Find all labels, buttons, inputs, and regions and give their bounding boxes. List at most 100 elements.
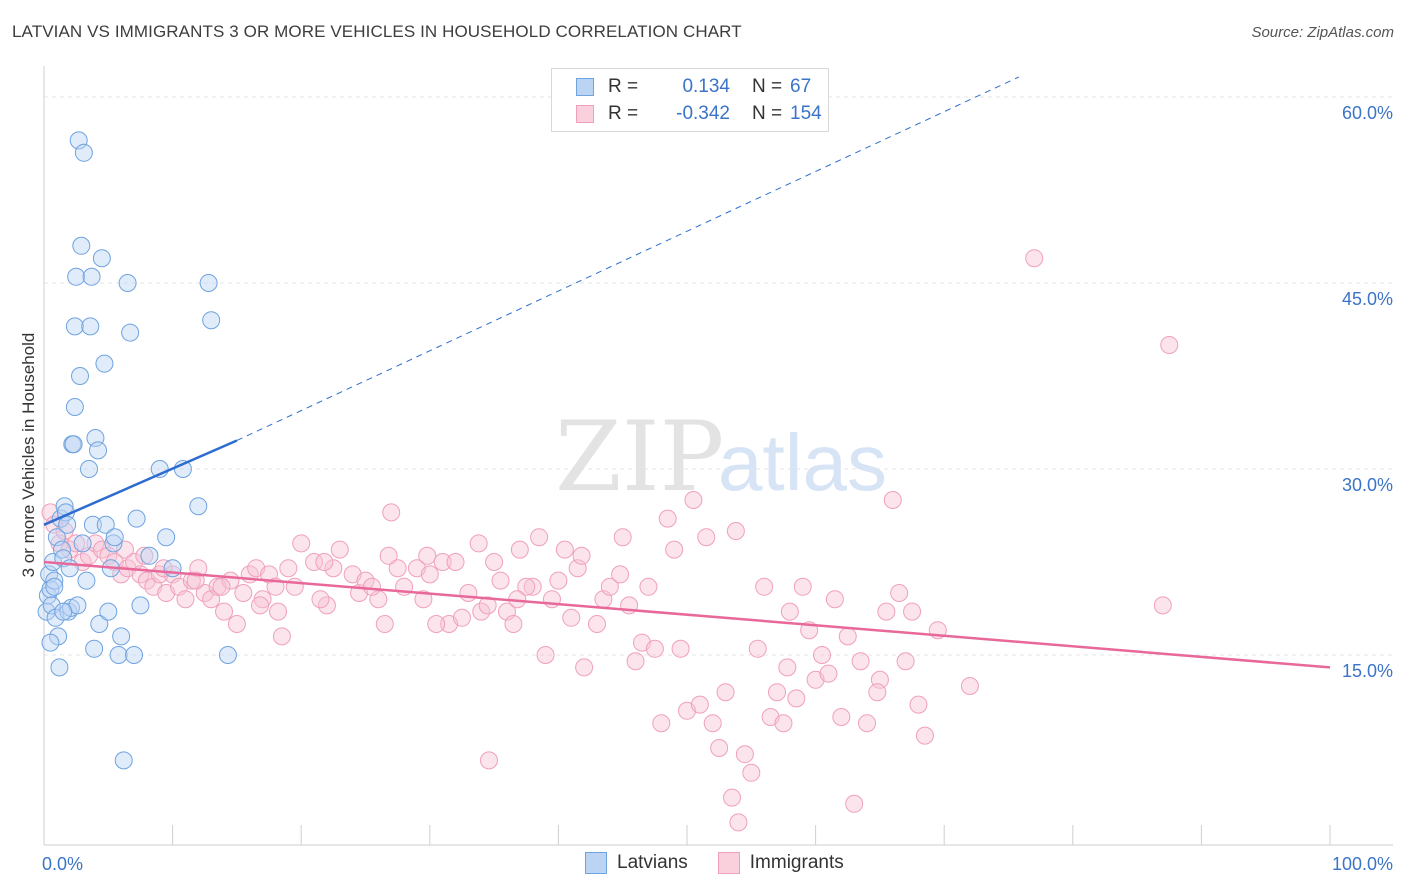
immigrants-point: [523, 577, 542, 596]
latvians-point: [92, 249, 111, 268]
latvians-point: [121, 323, 140, 342]
immigrants-point: [279, 559, 298, 578]
immigrants-point: [671, 639, 690, 658]
immigrants-point: [896, 652, 915, 671]
latvians-point: [80, 460, 99, 478]
immigrants-point: [555, 540, 574, 559]
series-legend: Latvians Immigrants: [585, 852, 874, 874]
immigrants-point: [485, 553, 504, 571]
latvians-point: [90, 615, 109, 633]
y-tick-label: 15.0%: [1342, 661, 1393, 681]
latvians-point: [131, 596, 150, 615]
immigrants-point: [845, 794, 864, 813]
n-value: 67: [790, 76, 812, 97]
latvians-point: [81, 317, 100, 336]
immigrants-point: [530, 528, 549, 547]
latvians-point: [60, 559, 79, 578]
immigrants-point: [726, 522, 745, 540]
latvians-point: [72, 236, 91, 255]
immigrants-point: [793, 577, 812, 596]
immigrants-point: [703, 714, 722, 733]
latvians-point: [189, 497, 208, 516]
correlation-legend: R = 0.134 N = 67 R = -0.342 N = 154: [551, 68, 829, 132]
immigrants-point: [575, 658, 594, 677]
immigrants-point: [611, 565, 630, 584]
immigrants-point: [215, 602, 234, 621]
latvians-point: [218, 646, 237, 664]
latvians-point: [45, 577, 64, 596]
immigrants-point: [645, 639, 664, 658]
y-tick-label: 60.0%: [1342, 103, 1393, 123]
immigrants-point: [536, 646, 555, 664]
immigrants-point: [362, 577, 381, 596]
immigrants-legend-label: Immigrants: [749, 852, 844, 873]
latvians-point: [125, 646, 144, 664]
immigrants-point: [510, 540, 529, 559]
immigrants-point: [292, 534, 311, 553]
immigrants-point: [639, 577, 658, 596]
immigrants-point: [427, 615, 446, 633]
latvians-point: [77, 571, 96, 590]
immigrants-point: [903, 602, 922, 621]
latvians-point: [104, 534, 123, 553]
latvians-point: [85, 639, 104, 658]
latvians-point: [114, 751, 133, 770]
chart-title: LATVIAN VS IMMIGRANTS 3 OR MORE VEHICLES…: [12, 22, 742, 41]
immigrants-point: [315, 553, 334, 571]
latvians-point: [65, 317, 84, 336]
y-tick-label: 45.0%: [1342, 289, 1393, 309]
immigrants-point: [305, 553, 324, 571]
immigrants-point: [420, 565, 439, 584]
immigrants-point: [813, 646, 832, 664]
tick-labels: 15.0% 30.0% 45.0% 60.0% 0.0% 100.0%: [42, 103, 1393, 874]
immigrants-point: [729, 813, 748, 832]
legend-row-immigrants: R = -0.342 N = 154: [576, 101, 822, 127]
y-axis-label: 3 or more Vehicles in Household: [19, 333, 38, 578]
latvians-point: [83, 515, 102, 534]
immigrants-point: [735, 745, 754, 764]
latvians-points: [37, 131, 237, 770]
immigrants-point: [868, 683, 887, 702]
watermark-atlas: atlas: [718, 418, 887, 507]
trend-lines: [43, 76, 1331, 669]
latvians-point: [58, 515, 77, 534]
latvians-point: [54, 602, 73, 621]
latvians-point: [64, 435, 83, 454]
r-label: R =: [608, 76, 639, 97]
immigrants-point: [491, 571, 510, 590]
immigrants-point: [433, 553, 452, 571]
watermark-zip: ZIP: [555, 401, 724, 513]
immigrants-point: [504, 615, 523, 633]
immigrants-point: [755, 577, 774, 596]
immigrants-point: [838, 627, 857, 646]
immigrants-point: [311, 590, 330, 609]
latvians-point: [99, 602, 118, 621]
legend-item-immigrants[interactable]: Immigrants: [717, 852, 844, 874]
immigrants-point: [1025, 249, 1044, 268]
immigrants-point: [915, 726, 934, 745]
latvians-trend-line: [43, 439, 238, 526]
latvians-point: [118, 274, 137, 292]
immigrants-point: [684, 491, 703, 509]
immigrants-point: [1153, 596, 1172, 615]
latvians-point: [50, 658, 69, 677]
latvians-point: [73, 534, 92, 553]
immigrants-point: [890, 584, 909, 602]
immigrants-point: [549, 571, 568, 590]
r-value: -0.342: [676, 103, 730, 124]
immigrants-point: [324, 559, 343, 578]
immigrants-point: [716, 683, 735, 702]
legend-item-latvians[interactable]: Latvians: [585, 852, 688, 874]
immigrants-point: [459, 584, 478, 602]
immigrants-point: [388, 559, 407, 578]
immigrants-point: [382, 503, 401, 522]
immigrants-point: [572, 546, 591, 565]
immigrants-point: [665, 540, 684, 559]
immigrants-point: [176, 590, 195, 609]
immigrants-point: [877, 602, 896, 621]
immigrants-point: [330, 540, 349, 559]
latvians-point: [82, 267, 101, 286]
source-label: Source: ZipAtlas.com: [1251, 24, 1394, 41]
immigrants-points: [41, 249, 1179, 832]
